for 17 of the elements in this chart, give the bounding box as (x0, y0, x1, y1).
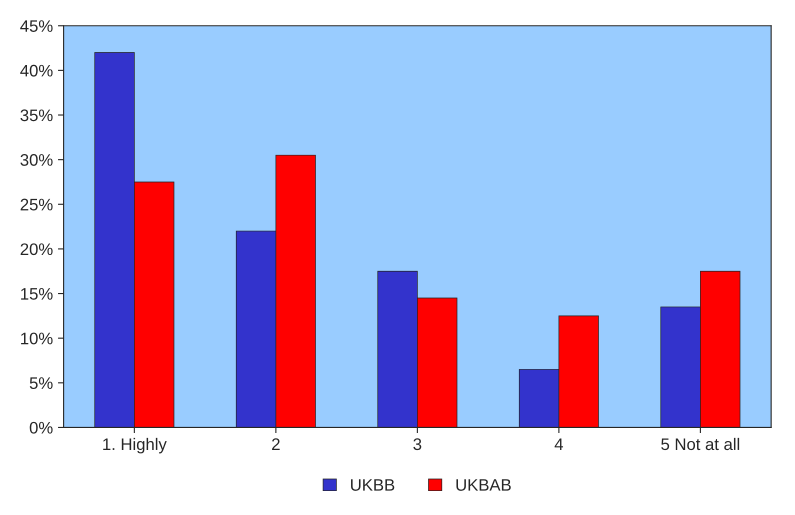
legend-label: UKBAB (456, 479, 511, 491)
y-tick-label: 10% (21, 332, 53, 344)
y-tick-label: 25% (20, 198, 53, 210)
y-tick-label: 35% (20, 109, 53, 122)
x-tick-label: 1. Highly (103, 438, 167, 454)
x-tick-label: 2 (272, 438, 280, 450)
legend-label: UKBB (351, 479, 394, 491)
y-tick-label: 15% (21, 288, 53, 300)
y-tick-label: 40% (20, 64, 53, 77)
y-tick-label: 30% (20, 154, 53, 166)
y-tick-label: 5% (30, 377, 53, 390)
x-tick-label: 3 (413, 438, 422, 450)
y-tick-label: 45% (20, 20, 53, 32)
y-tick-label: 20% (20, 243, 53, 256)
x-tick-label: 5 Not at all (661, 438, 740, 450)
y-tick-label: 0% (30, 422, 53, 434)
x-tick-label: 4 (554, 438, 564, 450)
